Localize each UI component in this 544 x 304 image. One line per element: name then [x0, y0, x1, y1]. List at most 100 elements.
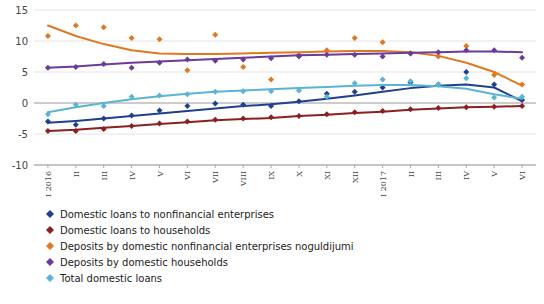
- legend-marker: [46, 210, 54, 218]
- point: [45, 65, 51, 71]
- point: [408, 106, 414, 112]
- point: [519, 81, 525, 87]
- x-tick: [159, 165, 160, 168]
- grid-line: [34, 41, 536, 42]
- point: [157, 107, 163, 113]
- point: [268, 55, 274, 61]
- point: [212, 32, 218, 38]
- legend: Domestic loans to nonfinancial enterpris…: [46, 209, 354, 284]
- grid-line: [34, 134, 536, 135]
- point: [212, 117, 218, 123]
- series-line: [48, 106, 522, 131]
- series-line: [48, 85, 522, 112]
- x-tick-label: X: [295, 171, 304, 177]
- x-tick: [522, 165, 523, 168]
- point: [380, 39, 386, 45]
- x-tick: [243, 165, 244, 168]
- point: [408, 50, 414, 56]
- legend-marker: [46, 242, 54, 250]
- x-tick: [271, 165, 272, 168]
- x-tick: [298, 165, 299, 168]
- x-tick: [410, 165, 411, 168]
- point: [352, 52, 358, 58]
- x-tick-label: VII: [211, 171, 220, 184]
- point: [101, 126, 107, 132]
- x-tick: [466, 165, 467, 168]
- x-tick-label: IV: [128, 171, 137, 180]
- x-tick-label: VI: [518, 171, 527, 181]
- x-tick-label: II: [407, 171, 416, 177]
- point: [129, 35, 135, 41]
- point: [519, 103, 525, 109]
- series: [45, 23, 525, 88]
- x-tick: [354, 165, 355, 168]
- point: [268, 88, 274, 94]
- point: [184, 119, 190, 125]
- point: [324, 52, 330, 58]
- legend-marker: [46, 258, 54, 266]
- point: [101, 103, 107, 109]
- series-line: [48, 52, 522, 68]
- x-tick: [326, 165, 327, 168]
- x-tick-label: VIII: [239, 171, 248, 187]
- point: [491, 94, 497, 100]
- point: [491, 47, 497, 53]
- chart: -10-5051015I 2016IIIIIIVVVIVIIVIIIIXXXIX…: [0, 0, 544, 304]
- x-tick-label: III: [434, 171, 443, 180]
- point: [324, 111, 330, 117]
- point: [45, 128, 51, 134]
- x-tick: [438, 165, 439, 168]
- point: [129, 94, 135, 100]
- plot-area: [45, 23, 525, 134]
- y-tick-label: 10: [15, 36, 28, 47]
- point: [157, 36, 163, 42]
- x-tick-label: I 2016: [44, 171, 53, 197]
- point: [296, 113, 302, 119]
- grid-line: [34, 165, 536, 166]
- x-tick: [47, 165, 48, 168]
- x-tick-label: XII: [351, 171, 360, 183]
- x-tick-label: VI: [183, 171, 192, 181]
- legend-marker: [46, 274, 54, 282]
- point: [240, 116, 246, 122]
- point: [463, 69, 469, 75]
- point: [268, 103, 274, 109]
- point: [129, 65, 135, 71]
- point: [240, 57, 246, 63]
- point: [73, 128, 79, 134]
- point: [491, 104, 497, 110]
- point: [352, 109, 358, 115]
- series: [45, 69, 525, 128]
- x-tick: [103, 165, 104, 168]
- grid-line: [34, 72, 536, 73]
- point: [73, 23, 79, 29]
- grid-line: [34, 10, 536, 11]
- x-tick: [382, 165, 383, 168]
- point: [296, 88, 302, 94]
- point: [157, 120, 163, 126]
- grid: [34, 10, 536, 165]
- point: [380, 76, 386, 82]
- point: [296, 98, 302, 104]
- x-tick-label: III: [100, 171, 109, 180]
- point: [296, 54, 302, 60]
- point: [240, 102, 246, 108]
- series: [45, 103, 525, 134]
- x-tick: [494, 165, 495, 168]
- point: [240, 64, 246, 70]
- point: [463, 75, 469, 81]
- x-tick-label: IX: [267, 171, 276, 180]
- point: [129, 123, 135, 129]
- point: [212, 89, 218, 95]
- series: [45, 75, 525, 117]
- point: [463, 47, 469, 53]
- point: [435, 49, 441, 55]
- point: [212, 101, 218, 107]
- series-line: [48, 26, 522, 86]
- point: [73, 122, 79, 128]
- point: [435, 105, 441, 111]
- point: [184, 67, 190, 73]
- point: [129, 112, 135, 118]
- x-tick: [131, 165, 132, 168]
- point: [240, 88, 246, 94]
